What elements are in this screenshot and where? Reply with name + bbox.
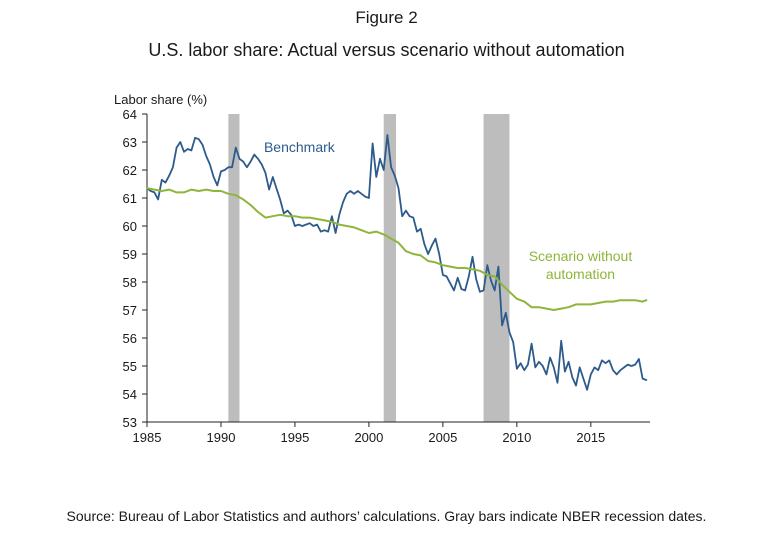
- benchmark-label: Benchmark: [264, 139, 336, 155]
- y-tick-label: 64: [123, 107, 137, 122]
- annotation-line: automation: [546, 266, 615, 282]
- series-annotations: Benchmark Scenario without automation: [264, 139, 632, 282]
- source-note: Source: Bureau of Labor Statistics and a…: [66, 508, 707, 524]
- benchmark-line: [146, 134, 648, 391]
- x-tick-label: 1990: [207, 430, 236, 445]
- y-tick-label: 55: [123, 359, 137, 374]
- annotation-line: Scenario without: [529, 248, 633, 264]
- x-tick-label: 2005: [428, 430, 457, 445]
- x-tick-label: 2015: [576, 430, 605, 445]
- x-tick-label: 1995: [280, 430, 309, 445]
- annotation-line: Benchmark: [264, 139, 336, 155]
- y-tick-label: 54: [123, 387, 137, 402]
- y-tick-label: 60: [123, 219, 137, 234]
- x-tick-label: 2000: [354, 430, 383, 445]
- recession-bar: [228, 114, 240, 422]
- chart-title: U.S. labor share: Actual versus scenario…: [148, 40, 625, 60]
- y-tick-label: 56: [123, 331, 137, 346]
- y-tick-label: 59: [123, 247, 137, 262]
- y-tick-label: 58: [123, 275, 137, 290]
- x-tick-label: 1985: [133, 430, 162, 445]
- y-tick-label: 62: [123, 163, 137, 178]
- recession-bar: [383, 114, 396, 422]
- y-tick-label: 61: [123, 191, 137, 206]
- scenario-without-automation-line: [146, 187, 648, 311]
- x-tick-label: 2010: [502, 430, 531, 445]
- y-tick-label: 63: [123, 135, 137, 150]
- axes: 53 54 55 56 57 58 59 60 61 62 63 64 1985 1990 1995 2000…: [114, 92, 650, 445]
- y-axis-label: Labor share (%): [114, 92, 207, 107]
- y-tick-label: 57: [123, 303, 137, 318]
- y-tick-label: 53: [123, 415, 137, 430]
- figure-label: Figure 2: [355, 8, 418, 27]
- scenario-without-automation-label: Scenario without automation: [529, 248, 633, 282]
- series-lines: [146, 134, 648, 391]
